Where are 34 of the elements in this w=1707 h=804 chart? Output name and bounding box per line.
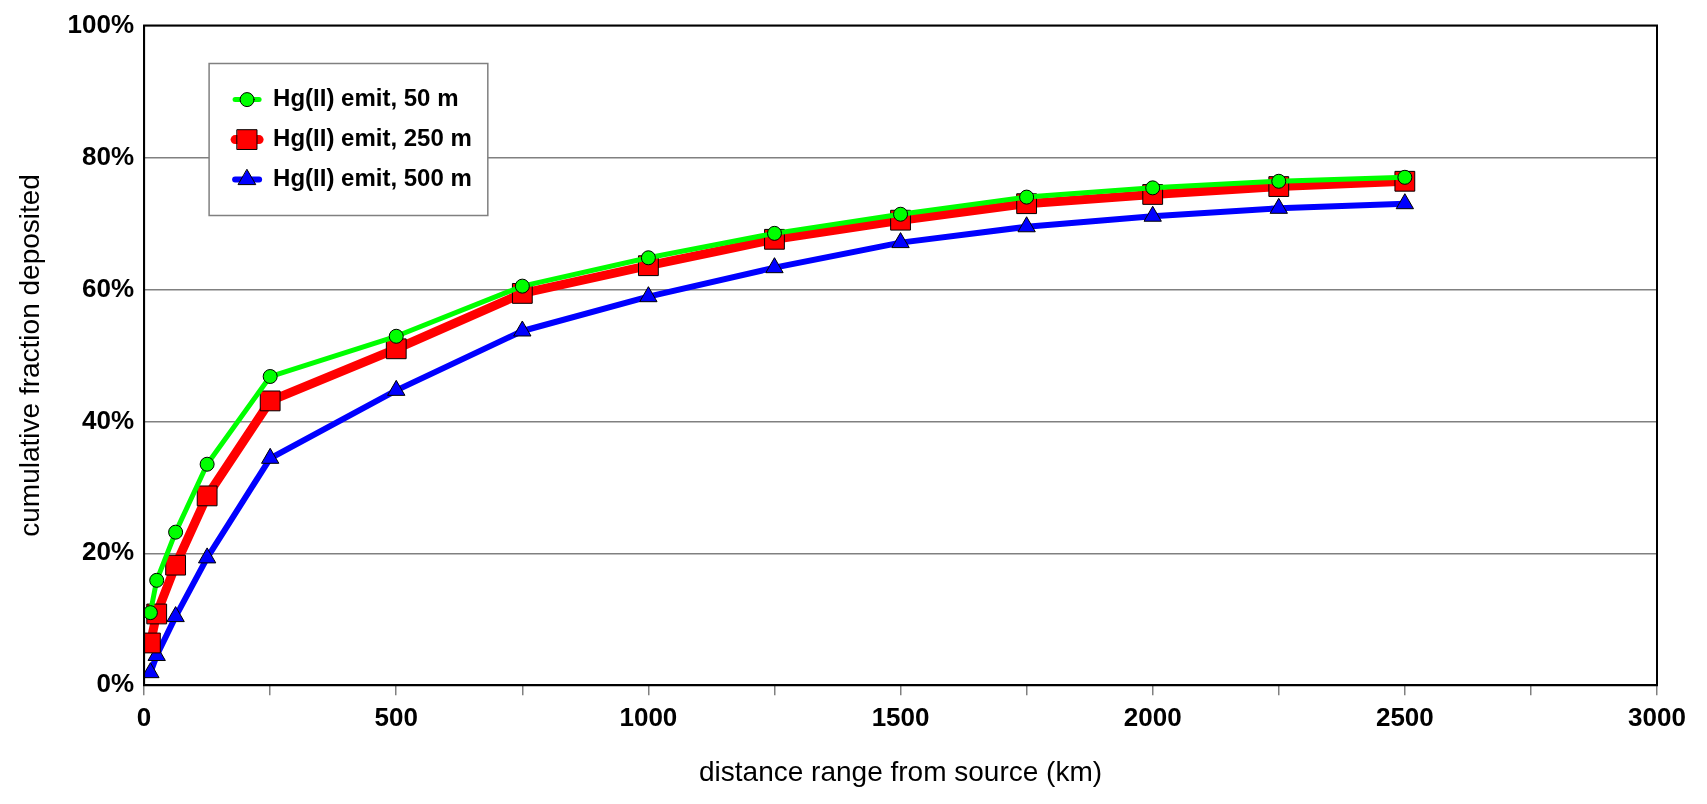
x-tick-label: 1000 bbox=[619, 701, 678, 732]
legend-label: Hg(II) emit, 50 m bbox=[273, 84, 459, 112]
point bbox=[165, 554, 187, 576]
y-tick-label: 100% bbox=[67, 8, 135, 39]
legend-label: Hg(II) emit, 250 m bbox=[273, 124, 472, 152]
x-tick-label: 1500 bbox=[871, 701, 930, 732]
y-tick-label: 40% bbox=[82, 404, 135, 435]
y-tick-label: 0% bbox=[96, 668, 135, 699]
point bbox=[197, 547, 217, 564]
point bbox=[388, 328, 404, 344]
legend-label: Hg(II) emit, 500 m bbox=[273, 164, 472, 192]
x-tick-label: 2000 bbox=[1123, 701, 1182, 732]
point bbox=[1395, 193, 1415, 210]
x-tick-label: 0 bbox=[136, 701, 152, 732]
y-tick-label: 20% bbox=[82, 536, 135, 567]
point bbox=[765, 257, 784, 274]
x-tick-label: 2500 bbox=[1375, 701, 1434, 732]
point bbox=[168, 524, 184, 540]
point bbox=[262, 369, 278, 385]
y-axis-title: cumulative fraction deposited bbox=[13, 174, 45, 537]
point bbox=[166, 606, 185, 623]
x-tick-label: 500 bbox=[374, 701, 418, 732]
point bbox=[639, 286, 658, 303]
point bbox=[1017, 216, 1036, 233]
x-axis-title: distance range from source (km) bbox=[699, 755, 1103, 787]
y-tick-label: 80% bbox=[82, 140, 135, 171]
point bbox=[513, 320, 532, 337]
point bbox=[196, 485, 218, 507]
point bbox=[149, 572, 165, 588]
y-tick-label: 60% bbox=[82, 272, 135, 303]
point bbox=[259, 390, 281, 412]
x-tick-label: 3000 bbox=[1628, 701, 1686, 732]
point bbox=[199, 456, 215, 472]
point bbox=[891, 232, 910, 249]
